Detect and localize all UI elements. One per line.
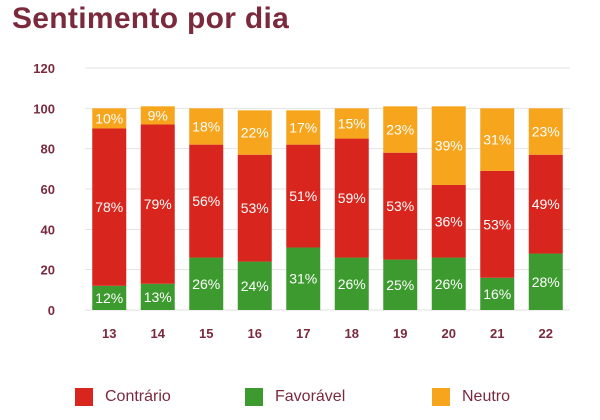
x-tick-label-14: 14 <box>151 326 166 341</box>
legend-label-neutro: Neutro <box>462 388 511 405</box>
bar-contrario-15 <box>189 144 224 258</box>
bar-favoravel-18 <box>334 257 369 310</box>
bar-contrario-19 <box>383 152 418 260</box>
bar-contrario-18 <box>334 138 369 258</box>
bar-contrario-21 <box>480 170 515 278</box>
data-label-favoravel-19: 25% <box>386 277 414 293</box>
bar-favoravel-20 <box>431 257 466 310</box>
data-label-favoravel-22: 28% <box>532 274 560 290</box>
data-label-favoravel-17: 31% <box>289 271 317 287</box>
y-tick-label-0: 0 <box>48 303 55 318</box>
x-tick-label-18: 18 <box>345 326 359 341</box>
x-tick-label-19: 19 <box>393 326 407 341</box>
bar-favoravel-19 <box>383 259 418 310</box>
x-tick-label-22: 22 <box>539 326 553 341</box>
x-tick-label-16: 16 <box>248 326 262 341</box>
bar-neutro-15 <box>189 108 224 145</box>
data-label-favoravel-13: 12% <box>95 290 123 306</box>
data-label-neutro-22: 23% <box>532 124 560 140</box>
bar-contrario-13 <box>92 128 127 286</box>
legend-item-contrario: Contrário <box>75 388 171 406</box>
y-tick-label-60: 60 <box>41 182 55 197</box>
data-label-favoravel-16: 24% <box>241 278 269 294</box>
bar-neutro-13 <box>92 108 127 129</box>
bar-favoravel-14 <box>140 283 175 310</box>
legend-swatch-contrario <box>75 388 93 406</box>
bar-favoravel-17 <box>286 247 321 310</box>
chart-legend: Contrário Favorável Neutro <box>0 388 600 414</box>
bar-neutro-17 <box>286 110 321 145</box>
data-label-neutro-15: 18% <box>192 118 220 134</box>
legend-item-favoravel: Favorável <box>245 388 345 406</box>
data-label-contrario-19: 53% <box>386 198 414 214</box>
data-label-neutro-20: 39% <box>435 138 463 154</box>
bar-neutro-14 <box>140 106 175 125</box>
bar-favoravel-16 <box>237 261 272 310</box>
legend-label-favoravel: Favorável <box>275 388 346 405</box>
data-label-neutro-21: 31% <box>483 132 511 148</box>
x-tick-label-15: 15 <box>199 326 213 341</box>
stacked-bar-chart: 0 20 40 60 80 100 120 12% 78% 10% 13 13% 79% 9% 14 26% 5… <box>33 61 570 341</box>
data-label-neutro-16: 22% <box>241 125 269 141</box>
data-label-neutro-18: 15% <box>338 115 366 131</box>
legend-swatch-neutro <box>432 388 450 406</box>
y-tick-label-100: 100 <box>33 101 55 116</box>
data-label-contrario-21: 53% <box>483 216 511 232</box>
y-tick-label-120: 120 <box>33 61 55 76</box>
legend-item-neutro: Neutro <box>432 388 510 406</box>
data-label-neutro-17: 17% <box>289 119 317 135</box>
bar-neutro-21 <box>480 108 515 171</box>
data-label-contrario-13: 78% <box>95 199 123 215</box>
data-label-contrario-22: 49% <box>532 196 560 212</box>
data-label-favoravel-21: 16% <box>483 286 511 302</box>
data-label-contrario-15: 56% <box>192 193 220 209</box>
bar-favoravel-15 <box>189 257 224 310</box>
data-label-neutro-14: 9% <box>148 107 168 123</box>
bar-contrario-17 <box>286 144 321 248</box>
y-tick-label-20: 20 <box>41 263 55 278</box>
y-tick-label-40: 40 <box>41 222 55 237</box>
bar-favoravel-21 <box>480 277 515 310</box>
data-label-neutro-19: 23% <box>386 122 414 138</box>
bar-neutro-18 <box>334 108 369 139</box>
data-label-contrario-20: 36% <box>435 213 463 229</box>
chart-title: Sentimento por dia <box>12 2 290 35</box>
bar-neutro-20 <box>431 106 466 185</box>
legend-label-contrario: Contrário <box>105 388 171 405</box>
legend-swatch-favoravel <box>245 388 263 406</box>
bar-contrario-22 <box>528 154 563 254</box>
x-tick-label-17: 17 <box>296 326 310 341</box>
data-label-neutro-13: 10% <box>95 110 123 126</box>
data-label-favoravel-14: 13% <box>144 289 172 305</box>
bar-favoravel-22 <box>528 253 563 310</box>
data-label-favoravel-15: 26% <box>192 276 220 292</box>
data-label-contrario-16: 53% <box>241 200 269 216</box>
bar-contrario-20 <box>431 184 466 258</box>
x-tick-label-21: 21 <box>490 326 504 341</box>
bar-contrario-14 <box>140 124 175 284</box>
data-label-contrario-14: 79% <box>144 196 172 212</box>
bar-neutro-22 <box>528 108 563 155</box>
bar-neutro-16 <box>237 110 272 155</box>
bar-neutro-19 <box>383 106 418 153</box>
y-tick-label-80: 80 <box>41 142 55 157</box>
x-tick-label-20: 20 <box>442 326 456 341</box>
data-label-favoravel-20: 26% <box>435 276 463 292</box>
x-tick-label-13: 13 <box>102 326 116 341</box>
data-label-contrario-17: 51% <box>289 188 317 204</box>
data-label-contrario-18: 59% <box>338 190 366 206</box>
data-label-favoravel-18: 26% <box>338 276 366 292</box>
bar-contrario-16 <box>237 154 272 262</box>
bar-favoravel-13 <box>92 285 127 310</box>
